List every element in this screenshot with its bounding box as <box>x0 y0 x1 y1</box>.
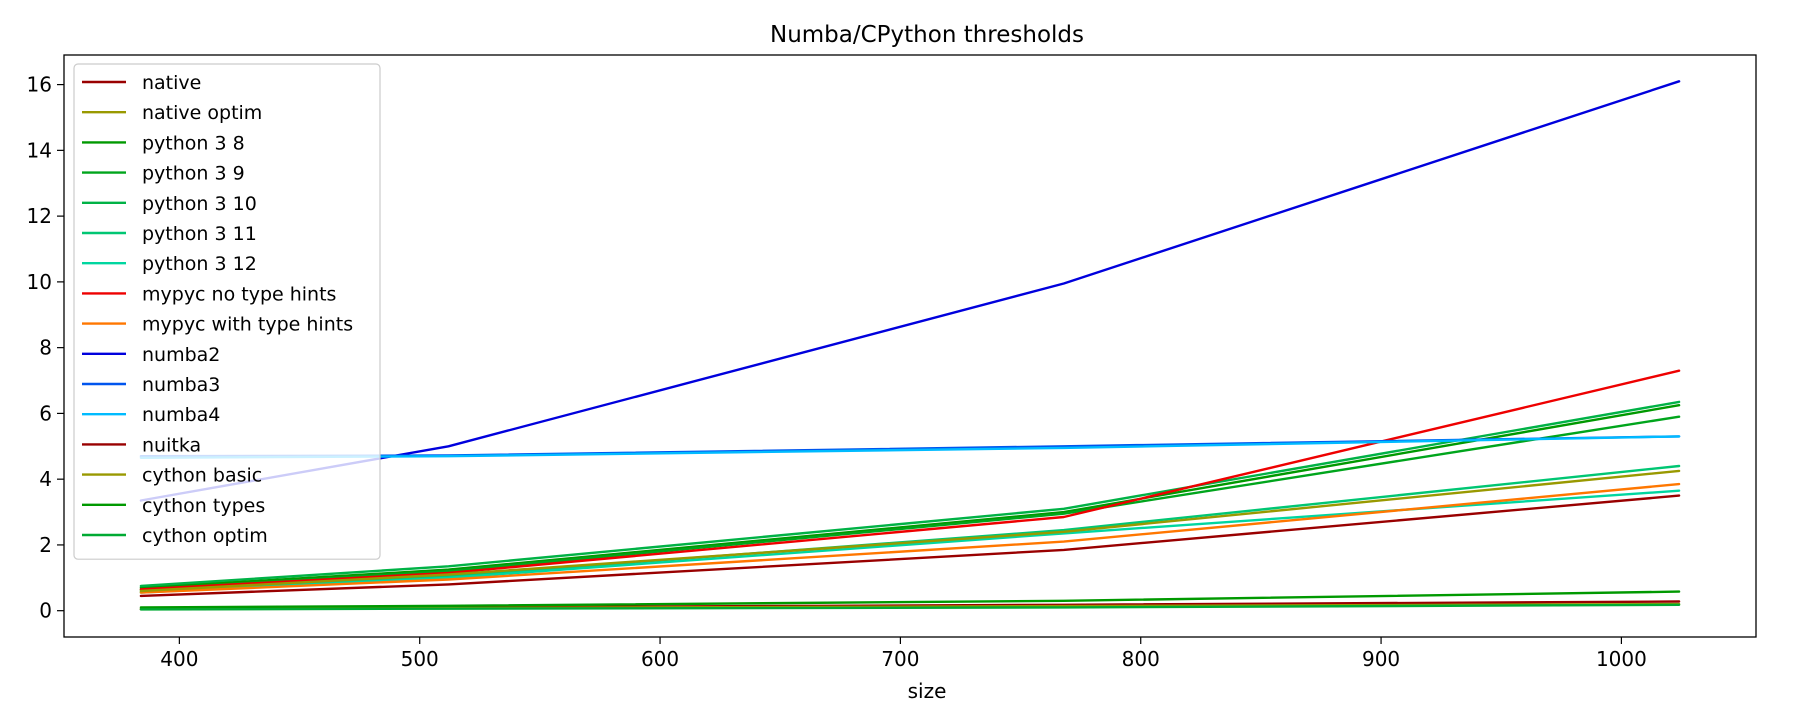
y-tick-label: 14 <box>27 138 52 162</box>
legend-entry: python 3 9 <box>142 163 245 185</box>
series-line-cython-optim <box>139 603 1681 611</box>
x-axis: 400 500 600 700 800 900 1000 <box>160 637 1647 671</box>
chart-title: Numba/CPython thresholds <box>770 22 1084 48</box>
y-tick-label: 12 <box>27 204 52 228</box>
y-tick-label: 4 <box>39 467 52 491</box>
legend-entry: python 3 11 <box>142 223 257 245</box>
x-tick-label: 700 <box>881 647 919 671</box>
y-tick-label: 2 <box>39 533 52 557</box>
legend-entry: numba3 <box>142 374 220 396</box>
y-tick-label: 16 <box>27 73 52 97</box>
y-axis: 0 2 4 6 8 10 12 14 16 <box>27 73 64 623</box>
legend-entry: python 3 8 <box>142 132 245 154</box>
legend-entry: cython types <box>142 495 265 517</box>
x-tick-label: 1000 <box>1596 647 1647 671</box>
legend-entry: mypyc with type hints <box>142 314 353 336</box>
y-tick-label: 6 <box>39 401 52 425</box>
y-tick-label: 8 <box>39 336 52 360</box>
series-line-python-3-8 <box>139 404 1681 589</box>
legend-entry: nuitka <box>142 434 201 456</box>
legend-entry: python 3 10 <box>142 193 257 215</box>
series-line-python-3-10 <box>139 400 1681 588</box>
legend-entry: numba2 <box>142 344 220 366</box>
x-axis-label: size <box>908 679 947 703</box>
legend-entry: native optim <box>142 102 262 124</box>
legend-entry: cython optim <box>142 525 268 547</box>
series-line-nuitka <box>139 494 1681 598</box>
legend-entry: numba4 <box>142 404 220 426</box>
x-tick-label: 400 <box>160 647 198 671</box>
legend-box <box>73 63 381 560</box>
x-tick-label: 900 <box>1362 647 1400 671</box>
legend-entry: python 3 12 <box>142 253 257 275</box>
series-line-cython-basic <box>139 469 1681 593</box>
y-tick-label: 10 <box>27 270 52 294</box>
series-line-cython-types <box>139 590 1681 609</box>
legend-entry: mypyc no type hints <box>142 283 336 305</box>
x-tick-label: 500 <box>401 647 439 671</box>
x-tick-label: 600 <box>641 647 679 671</box>
series-line-mypyc-with-type-hints <box>139 482 1681 594</box>
legend-entry: native <box>142 72 201 94</box>
plot-area-frame <box>63 54 1757 638</box>
x-tick-label: 800 <box>1122 647 1160 671</box>
legend-entry: cython basic <box>142 465 262 487</box>
series-line-mypyc-no-type-hints <box>139 369 1681 591</box>
y-tick-label: 0 <box>39 599 52 623</box>
legend: native native optim python 3 8 python 3 9 py… <box>73 63 381 560</box>
